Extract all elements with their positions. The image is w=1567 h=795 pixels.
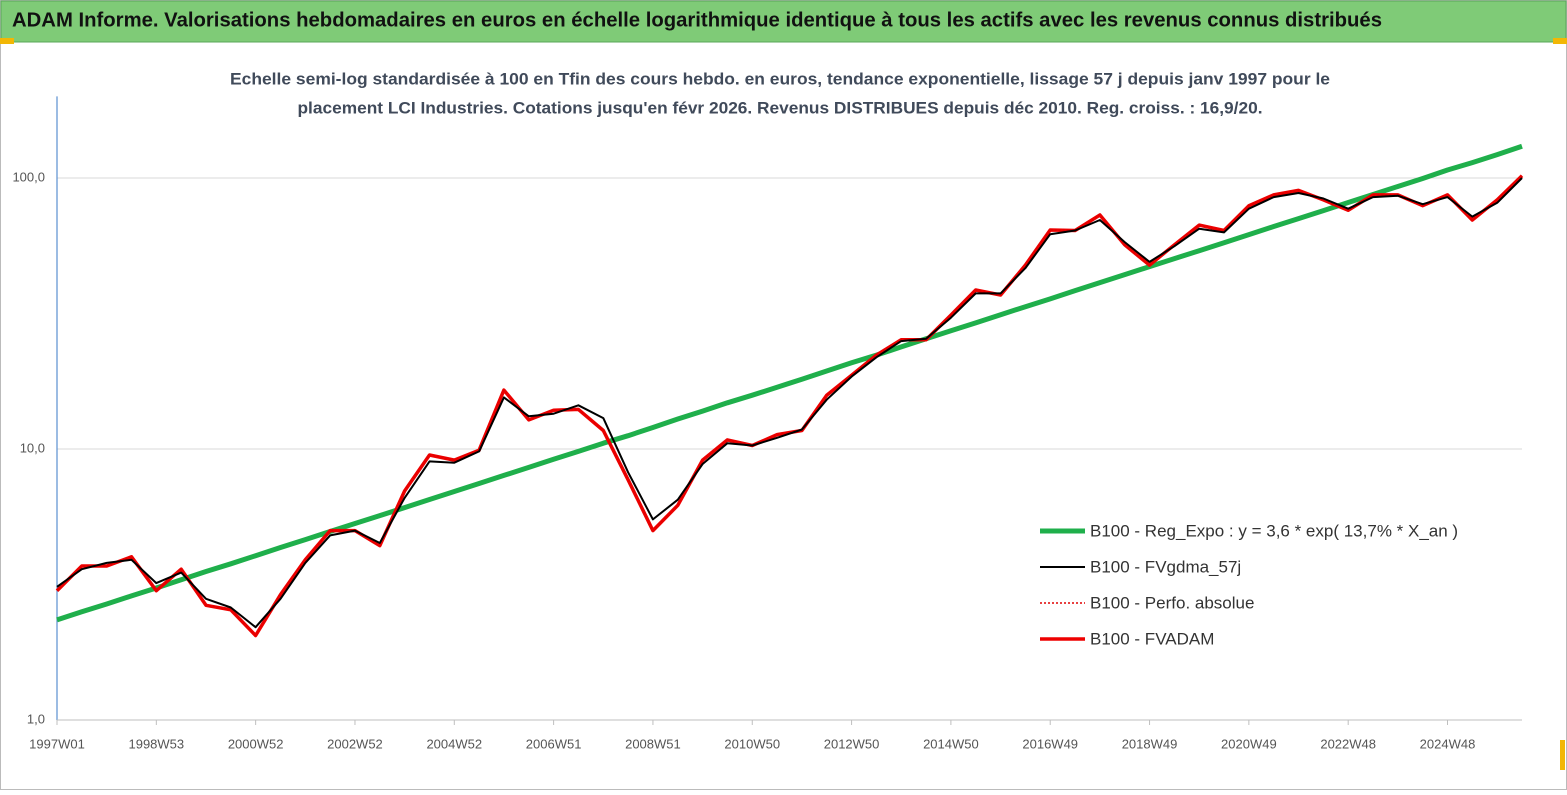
x-tick-label: 2000W52	[228, 736, 284, 751]
corner-mark	[1553, 38, 1567, 44]
x-tick-label: 2002W52	[327, 736, 383, 751]
legend-label: B100 - Reg_Expo : y = 3,6 * exp( 13,7% *…	[1090, 521, 1458, 540]
legend-label: B100 - FVADAM	[1090, 629, 1214, 648]
x-tick-label: 2010W50	[724, 736, 780, 751]
series-line	[56, 143, 1523, 623]
subtitle: placement LCI Industries. Cotations jusq…	[298, 98, 1263, 117]
series-line	[56, 177, 1523, 629]
x-tick-label: 2014W50	[923, 736, 979, 751]
y-tick-label: 1,0	[27, 711, 45, 726]
x-tick-label: 2020W49	[1221, 736, 1277, 751]
x-tick-label: 2018W49	[1122, 736, 1178, 751]
x-tick-label: 1997W01	[29, 736, 85, 751]
legend-label: B100 - FVgdma_57j	[1090, 557, 1241, 576]
corner-mark	[0, 38, 14, 44]
x-tick-label: 2012W50	[824, 736, 880, 751]
corner-mark	[1560, 740, 1565, 770]
title-bar	[0, 0, 1567, 43]
x-tick-label: 2016W49	[1022, 736, 1078, 751]
x-tick-label: 2022W48	[1320, 736, 1376, 751]
chart-title: ADAM Informe. Valorisations hebdomadaire…	[12, 9, 1382, 31]
x-tick-label: 1998W53	[128, 736, 184, 751]
x-tick-label: 2008W51	[625, 736, 681, 751]
y-tick-label: 100,0	[12, 169, 45, 184]
x-tick-label: 2004W52	[426, 736, 482, 751]
series-line	[56, 175, 1523, 637]
x-tick-label: 2024W48	[1420, 736, 1476, 751]
legend-label: B100 - Perfo. absolue	[1090, 593, 1254, 612]
x-tick-label: 2006W51	[526, 736, 582, 751]
y-tick-label: 10,0	[20, 440, 45, 455]
subtitle: Echelle semi-log standardisée à 100 en T…	[230, 69, 1330, 88]
